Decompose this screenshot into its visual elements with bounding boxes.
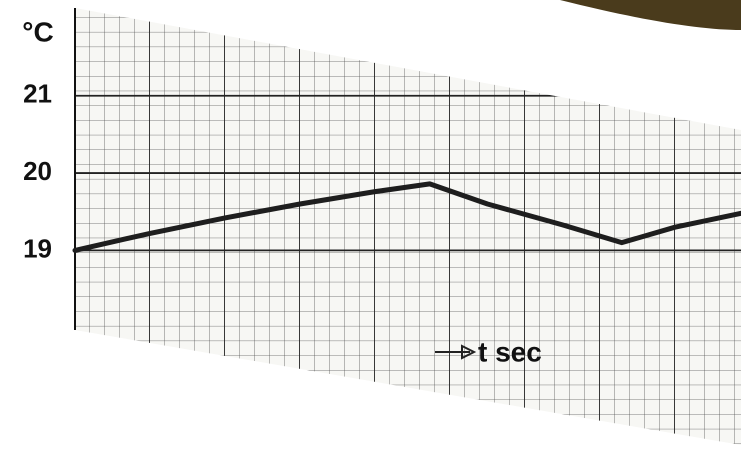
chart: °C t sec 19 20 21 <box>0 0 741 451</box>
page: {"chart_data": {"type": "line", "y_label… <box>0 0 741 451</box>
x-axis-label: t sec <box>478 336 542 367</box>
y-tick-label: 21 <box>23 79 52 109</box>
y-tick-label: 19 <box>23 233 52 263</box>
y-axis-label: °C <box>22 16 53 47</box>
y-tick-label: 20 <box>23 156 52 186</box>
